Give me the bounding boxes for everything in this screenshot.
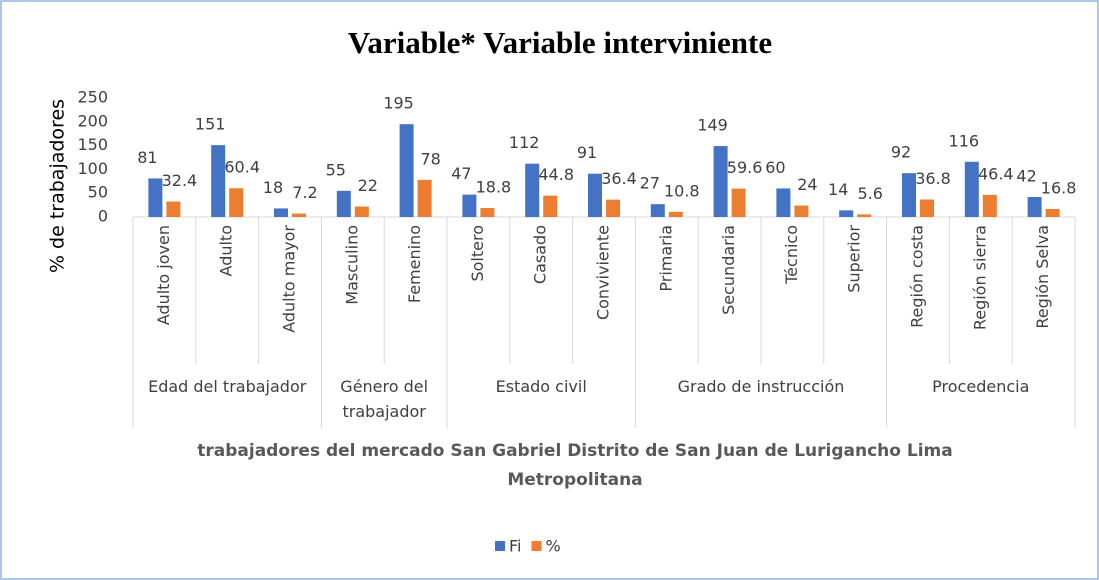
bar (731, 188, 746, 217)
group-label: Grado de instrucción (677, 377, 845, 396)
x-tick-label: Superior (845, 225, 864, 293)
legend-label: % (545, 537, 560, 556)
bar (839, 210, 854, 217)
y-tick-label: 200 (77, 111, 108, 130)
data-label: 5.6 (857, 184, 882, 203)
x-tick-label: Masculino (342, 225, 361, 305)
legend-swatch (531, 541, 542, 551)
x-tick-label: Soltero (468, 225, 487, 282)
bar (462, 194, 477, 217)
x-tick-label: Femenino (405, 225, 424, 303)
data-label: 18 (263, 178, 283, 197)
bar (417, 179, 432, 217)
group-label: Estado civil (495, 377, 587, 396)
bar (776, 188, 791, 217)
legend-swatch (495, 541, 505, 551)
bar (166, 201, 181, 217)
data-label: 36.4 (601, 169, 637, 188)
data-label: 55 (326, 160, 346, 179)
data-label: 195 (383, 94, 414, 113)
bar (1027, 197, 1042, 217)
x-tick-label: Adulto mayor (280, 225, 299, 333)
data-label: 91 (577, 143, 597, 162)
group-label: Procedencia (932, 377, 1030, 396)
data-label: 47 (451, 164, 471, 183)
data-label: 151 (195, 115, 226, 134)
data-label: 116 (949, 131, 980, 150)
y-tick-label: 0 (98, 207, 108, 226)
bar (902, 173, 916, 217)
data-label: 7.2 (292, 183, 317, 202)
data-label: 60 (765, 158, 785, 177)
bar (354, 206, 369, 217)
x-tick-label: Técnico (782, 225, 801, 285)
y-tick-label: 50 (88, 183, 108, 202)
data-label: 81 (137, 148, 157, 167)
bar (606, 199, 620, 217)
data-label: 92 (891, 143, 911, 162)
chart-title: Variable* Variable interviniente (348, 25, 772, 60)
y-tick-label: 250 (77, 88, 108, 107)
bar (211, 145, 226, 217)
data-label: 59.6 (727, 158, 763, 177)
data-label: 27 (640, 174, 660, 193)
x-tick-label: Región costa (908, 225, 927, 328)
bar (480, 208, 495, 217)
legend-label: Fi (509, 537, 521, 556)
bar (525, 163, 540, 217)
x-tick-label: Región Selva (1033, 225, 1052, 329)
data-label: 14 (828, 180, 848, 199)
bar (543, 195, 558, 217)
data-label: 36.8 (915, 169, 951, 188)
bar (588, 173, 602, 217)
data-label: 18.8 (476, 178, 512, 197)
bar (1045, 209, 1060, 217)
x-tick-label: Conviviente (594, 225, 613, 320)
y-tick-label: 150 (77, 135, 108, 154)
x-tick-label: Secundaria (719, 225, 738, 315)
bar (229, 188, 244, 217)
x-tick-label: Adulto (217, 225, 236, 276)
data-label: 16.8 (1041, 179, 1077, 198)
y-axis-label: % de trabajadores (47, 99, 69, 273)
data-label: 32.4 (162, 171, 198, 190)
x-axis-label: trabajadores del mercado San Gabriel Dis… (197, 441, 953, 490)
x-tick-label: Adulto joven (154, 225, 173, 325)
data-label: 24 (797, 175, 817, 194)
group-label: Género del trabajador (340, 377, 429, 421)
bar (794, 205, 809, 217)
bar (713, 146, 728, 217)
data-label: 60.4 (224, 158, 260, 177)
bar (336, 190, 351, 217)
data-label: 10.8 (664, 181, 700, 200)
bar (920, 199, 934, 217)
data-label: 149 (697, 116, 728, 135)
bar (292, 213, 306, 217)
x-tick-label: Casado (531, 225, 550, 284)
data-label: 42 (1016, 167, 1036, 186)
bar (668, 211, 683, 217)
data-label: 78 (420, 149, 440, 168)
data-label: 112 (509, 133, 540, 152)
bar (857, 214, 872, 217)
bar (399, 124, 414, 217)
bar (964, 161, 979, 217)
x-tick-label: Primaria (656, 225, 675, 292)
bar (650, 204, 665, 217)
data-label: 46.4 (978, 164, 1014, 183)
bar (982, 194, 997, 217)
bar (274, 208, 288, 217)
x-tick-label: Región sierra (970, 225, 989, 330)
data-label: 22 (358, 176, 378, 195)
data-label: 44.8 (538, 165, 574, 184)
bar (148, 178, 163, 217)
y-tick-label: 100 (77, 159, 108, 178)
group-label: Edad del trabajador (148, 377, 307, 396)
